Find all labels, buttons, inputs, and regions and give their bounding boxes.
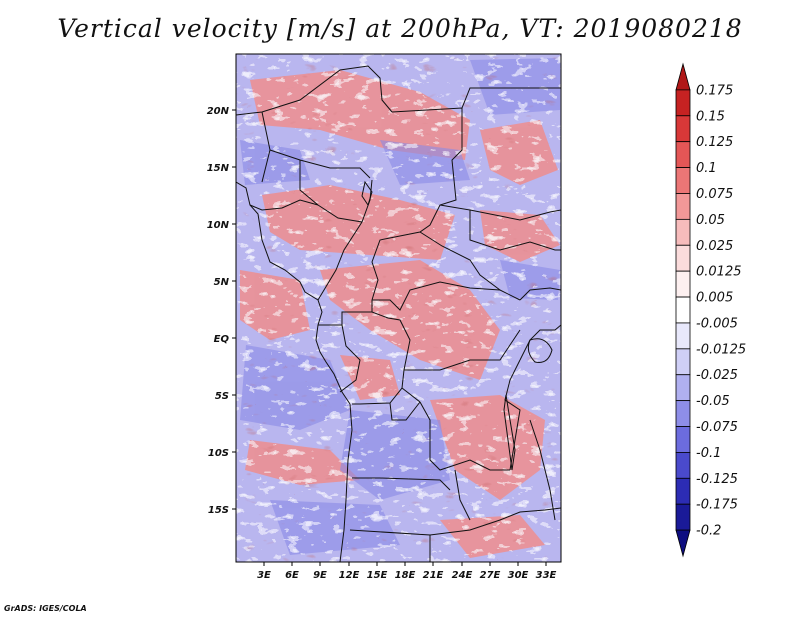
colorbar-swatch	[675, 322, 691, 350]
lon-label: 33E	[536, 570, 557, 581]
grads-credit: GrADS: IGES/COLA	[4, 604, 87, 613]
longitude-axis: 3E 6E 9E 12E 15E 18E 21E 24E 27E 30E 33E	[257, 562, 557, 581]
colorbar-label: 0.1	[696, 161, 717, 176]
colorbar-swatch	[675, 62, 691, 91]
lon-label: 3E	[257, 570, 271, 581]
colorbar-label: 0.125	[696, 135, 733, 150]
lat-label: 15N	[207, 163, 230, 174]
colorbar-label: 0.075	[696, 187, 733, 202]
colorbar-label: -0.125	[696, 472, 738, 487]
colorbar-swatch	[675, 452, 691, 479]
lat-label: 10S	[208, 448, 229, 459]
colorbar-label: -0.075	[696, 420, 738, 435]
map-panel	[236, 54, 561, 562]
lon-label: 15E	[367, 570, 388, 581]
lon-label: 24E	[452, 570, 473, 581]
lon-label: 18E	[395, 570, 416, 581]
lon-label: 6E	[285, 570, 299, 581]
lat-label: 10N	[207, 220, 230, 231]
colorbar: 0.175 0.15 0.125 0.1 0.075 0.05 0.025 0.0125 0.0…	[675, 62, 746, 558]
colorbar-swatch	[675, 529, 691, 558]
colorbar-label: -0.175	[696, 498, 738, 513]
colorbar-label: -0.1	[696, 446, 721, 461]
colorbar-swatch	[675, 400, 691, 427]
colorbar-swatch	[675, 503, 691, 531]
colorbar-label: -0.0125	[696, 342, 746, 357]
colorbar-swatch	[675, 89, 691, 117]
lat-label: 15S	[208, 505, 229, 516]
colorbar-label: -0.05	[696, 394, 730, 409]
colorbar-label: 0.0125	[696, 265, 742, 280]
colorbar-label: -0.005	[696, 316, 738, 331]
colorbar-swatch	[675, 141, 691, 168]
colorbar-swatch	[675, 426, 691, 453]
lon-label: 9E	[313, 570, 327, 581]
colorbar-swatch	[675, 477, 691, 505]
lon-label: 12E	[339, 570, 360, 581]
colorbar-label: 0.005	[696, 291, 733, 306]
latitude-axis: 20N 15N 10N 5N EQ 5S 10S 15S	[207, 106, 236, 516]
colorbar-label: -0.2	[696, 524, 721, 539]
lon-label: 30E	[508, 570, 529, 581]
colorbar-swatch	[675, 115, 691, 143]
colorbar-label: 0.05	[696, 213, 725, 228]
colorbar-swatch	[675, 193, 691, 220]
colorbar-swatch	[675, 270, 691, 298]
colorbar-swatch	[675, 218, 691, 246]
lon-label: 21E	[423, 570, 444, 581]
lon-label: 27E	[480, 570, 501, 581]
lat-label: 20N	[207, 106, 230, 117]
lat-label: 5S	[215, 391, 229, 402]
lakes	[361, 180, 553, 471]
map-frame	[235, 53, 562, 563]
colorbar-swatch	[675, 167, 691, 194]
lat-label: 5N	[214, 277, 230, 288]
colorbar-label: -0.025	[696, 368, 738, 383]
colorbar-swatch	[675, 244, 691, 272]
colorbar-label: 0.025	[696, 239, 733, 254]
lat-label: EQ	[214, 334, 230, 345]
colorbar-swatch	[675, 348, 691, 376]
colorbar-swatch	[675, 374, 691, 402]
colorbar-label: 0.175	[696, 83, 733, 98]
colorbar-label: 0.15	[696, 109, 725, 124]
chart-title: Vertical velocity [m/s] at 200hPa, VT: 2…	[57, 14, 743, 43]
colorbar-swatch	[675, 296, 691, 324]
